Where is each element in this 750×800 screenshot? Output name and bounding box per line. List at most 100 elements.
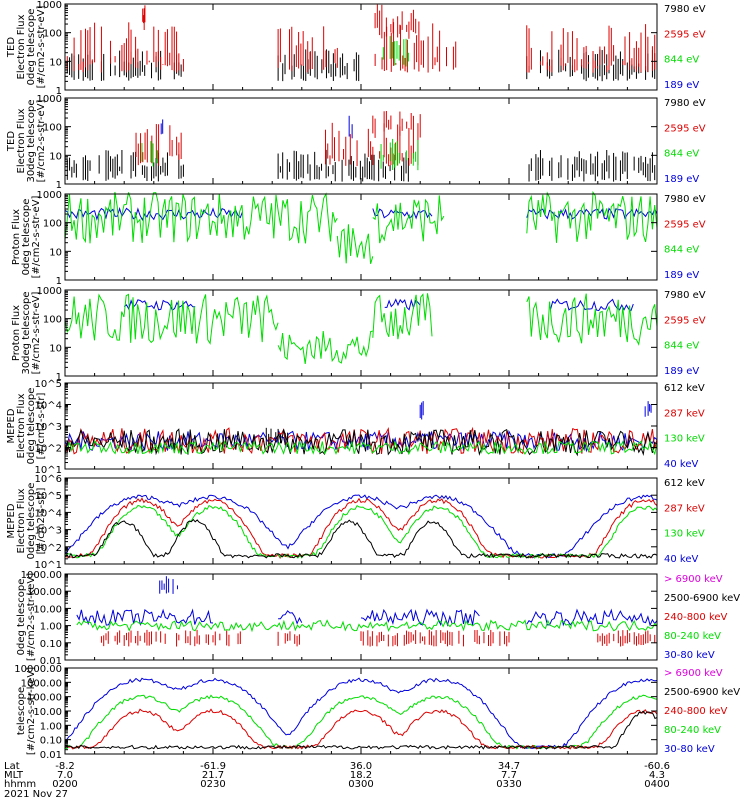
- series-line: [64, 497, 658, 559]
- series-black-0: [64, 149, 658, 182]
- series-red-2: [372, 110, 421, 138]
- legend-entry: 80-240 keV: [664, 631, 721, 642]
- series-line: [64, 439, 658, 456]
- series-red-1: [135, 122, 419, 167]
- series-blue-0: [64, 494, 658, 559]
- series-blue-0: [76, 608, 658, 627]
- y-tick-label: 10: [49, 247, 62, 258]
- series-black-3: [64, 518, 658, 559]
- series-line: [64, 708, 658, 750]
- series-blue-5: [419, 401, 652, 420]
- y-tick-label: 1000: [37, 0, 62, 11]
- y-axis-label: Electron Flux: [16, 488, 27, 553]
- y-axis-label: [#/cm2-s-str-eV]: [31, 292, 42, 375]
- series-line: [64, 293, 279, 345]
- y-tick-label: 1: [56, 86, 62, 97]
- series-line: [76, 608, 214, 626]
- y-tick-label: 10^4: [35, 508, 62, 519]
- y-tick-label: 100: [43, 29, 62, 40]
- legend-entry: 287 keV: [664, 408, 705, 419]
- series-line: [64, 677, 658, 750]
- legend-entry: 844 eV: [664, 341, 699, 352]
- series-line: [64, 710, 658, 750]
- series-line: [336, 224, 374, 265]
- y-tick-label: 10.00: [33, 604, 62, 615]
- series-line: [76, 619, 658, 633]
- series-blue-4: [160, 115, 353, 139]
- y-tick-label: 10.00: [33, 707, 62, 718]
- y-axis-label: [#/cm2-s-str-eV]: [36, 100, 47, 183]
- legend-entry: 844 eV: [664, 149, 699, 160]
- y-tick-label: 10^5: [35, 491, 62, 502]
- y-tick-label: 1000: [37, 190, 62, 201]
- series-green-1: [64, 293, 658, 346]
- y-axis-label: MEPED: [6, 408, 17, 443]
- series-green-2: [336, 224, 374, 265]
- y-axis-label: [#/cm2-s-str-eV]: [31, 196, 42, 279]
- legend-entry: 189 eV: [664, 366, 699, 377]
- series-red-3: [142, 5, 146, 31]
- series-line: [526, 293, 658, 346]
- panel-6: 10^1 10^2 10^3 10^4 10^5 10^6 MEPED Electron Fl…: [6, 474, 705, 571]
- y-tick-label: 10: [49, 343, 62, 354]
- series-green-4: [382, 36, 409, 67]
- legend-entry: 40 keV: [664, 459, 698, 470]
- legend-entry: 2500-6900 keV: [664, 687, 740, 698]
- legend-entry: 844 eV: [664, 55, 699, 66]
- y-tick-label: 10^4: [35, 401, 62, 412]
- legend-entry: 2595 eV: [664, 29, 706, 40]
- y-axis-label: Electron Flux: [16, 14, 27, 79]
- y-tick-label: 10: [49, 57, 62, 68]
- y-axis-label: MEPED: [6, 503, 17, 538]
- legend-entry: 240-800 keV: [664, 706, 728, 717]
- plot-frame: [64, 573, 658, 661]
- y-tick-label: 100.00: [27, 693, 62, 704]
- y-tick-label: 1: [56, 180, 62, 191]
- x-tick-label: -61.9: [200, 761, 226, 772]
- series-line: [372, 293, 433, 340]
- y-tick-label: 1000.00: [21, 570, 62, 581]
- y-tick-label: 0.10: [40, 639, 62, 650]
- x-tick-label: 0330: [496, 779, 521, 790]
- series-line: [64, 504, 658, 559]
- series-line: [64, 518, 658, 559]
- series-line: [64, 694, 658, 750]
- y-tick-label: 10^6: [35, 474, 62, 485]
- y-axis-label: Proton Flux: [11, 305, 22, 361]
- y-tick-label: 100: [43, 219, 62, 230]
- y-tick-label: 1000: [37, 286, 62, 297]
- series-red-2: [374, 4, 417, 39]
- series-line: [549, 298, 634, 312]
- legend-entry: 30-80 keV: [664, 650, 715, 661]
- legend-entry: 2595 eV: [664, 123, 706, 134]
- x-row-label: Lat: [4, 761, 20, 772]
- series-blue-0: [64, 677, 658, 750]
- y-tick-label: 10: [49, 151, 62, 162]
- x-tick-label: 36.0: [350, 761, 372, 772]
- y-axis-label: [#/cm2-s-str-keV]: [26, 667, 37, 755]
- series-red-2: [64, 708, 658, 750]
- series-line: [64, 494, 658, 559]
- legend-entry: 30-80 keV: [664, 744, 715, 755]
- x-tick-label: 0300: [348, 779, 373, 790]
- series-green-2: [76, 619, 658, 633]
- plot-frame: [64, 382, 658, 470]
- y-tick-label: 100.00: [27, 587, 62, 598]
- series-red-1: [64, 426, 658, 455]
- y-tick-label: 1000.00: [21, 678, 62, 689]
- series-line: [278, 610, 303, 625]
- y-tick-label: 1.00: [40, 622, 62, 633]
- y-tick-label: 1: [56, 372, 62, 383]
- x-row-label: MLT: [4, 770, 24, 781]
- series-black-3: [64, 710, 658, 750]
- y-tick-label: 10^2: [35, 444, 62, 455]
- legend-entry: 7980 eV: [664, 290, 706, 301]
- y-tick-label: 10^1: [35, 560, 62, 571]
- legend-entry: 7980 eV: [664, 194, 706, 205]
- series-line: [277, 330, 373, 364]
- date-label: 2021 Nov 27: [4, 789, 68, 800]
- series-green-2: [277, 330, 373, 364]
- series-green-3: [141, 138, 419, 171]
- series-line: [360, 608, 480, 627]
